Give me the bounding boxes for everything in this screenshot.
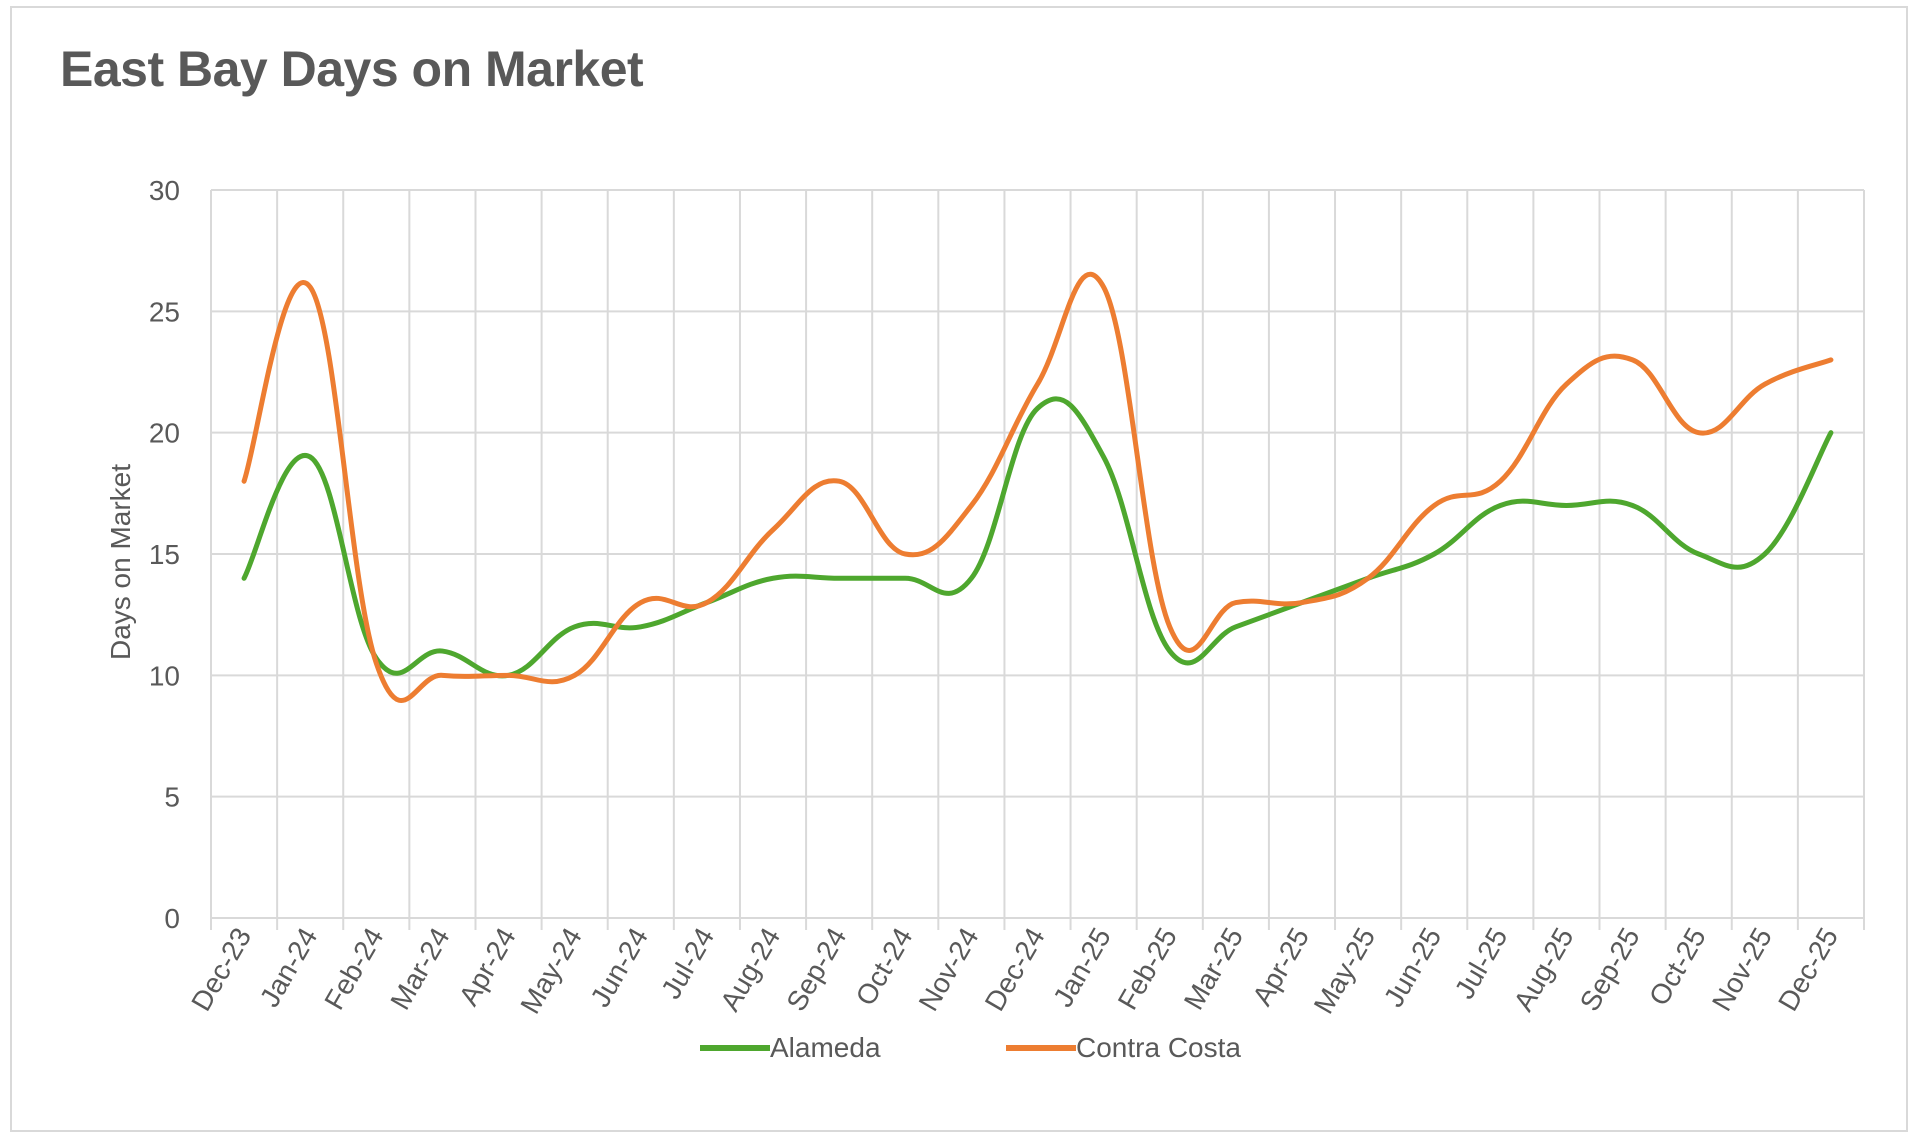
x-tick-label: Jul-25 bbox=[1449, 923, 1514, 1005]
x-tick-label: Dec-24 bbox=[979, 923, 1051, 1017]
x-tick-label: Jun-25 bbox=[1378, 923, 1448, 1013]
x-tick-label: Aug-25 bbox=[1508, 923, 1580, 1017]
legend-label: Contra Costa bbox=[1076, 1032, 1241, 1063]
x-tick-label: Oct-25 bbox=[1643, 923, 1712, 1011]
y-tick-label: 10 bbox=[149, 660, 180, 691]
x-tick-label: Nov-25 bbox=[1706, 923, 1778, 1017]
x-tick-label: Aug-24 bbox=[714, 923, 786, 1017]
x-tick-label: May-24 bbox=[514, 923, 588, 1019]
x-tick-label: Dec-23 bbox=[185, 923, 257, 1017]
gridlines bbox=[210, 189, 1865, 930]
x-tick-label: Jan-25 bbox=[1047, 923, 1117, 1013]
series-line-alameda bbox=[241, 396, 1834, 679]
chart-frame bbox=[10, 6, 1908, 1132]
y-tick-label: 5 bbox=[164, 782, 180, 813]
x-tick-label: Mar-24 bbox=[384, 923, 455, 1015]
legend-label: Alameda bbox=[770, 1032, 881, 1063]
x-tick-label: Jun-24 bbox=[584, 923, 654, 1013]
y-axis-ticks: 0 5 10 15 20 25 30 bbox=[149, 175, 180, 934]
x-tick-label: Apr-25 bbox=[1246, 923, 1315, 1011]
legend: Alameda Contra Costa bbox=[700, 1032, 1241, 1063]
x-tick-label: Sep-24 bbox=[780, 923, 852, 1017]
x-tick-label: May-25 bbox=[1308, 923, 1382, 1019]
y-tick-label: 20 bbox=[149, 418, 180, 449]
x-axis-ticks: Dec-23Jan-24Feb-24Mar-24Apr-24May-24Jun-… bbox=[185, 923, 1844, 1019]
chart-title: East Bay Days on Market bbox=[60, 41, 644, 97]
y-tick-label: 0 bbox=[164, 903, 180, 934]
x-tick-label: Jan-24 bbox=[254, 923, 324, 1013]
series-line-contra-costa bbox=[241, 271, 1834, 703]
x-tick-label: Nov-24 bbox=[913, 923, 985, 1017]
y-tick-label: 30 bbox=[149, 175, 180, 206]
x-tick-label: Mar-25 bbox=[1178, 923, 1249, 1015]
x-tick-label: Dec-25 bbox=[1772, 923, 1844, 1017]
y-tick-label: 15 bbox=[149, 539, 180, 570]
x-tick-label: Feb-25 bbox=[1112, 923, 1183, 1015]
x-tick-label: Oct-24 bbox=[850, 923, 919, 1011]
series-lines bbox=[241, 271, 1834, 703]
y-axis-label: Days on Market bbox=[105, 464, 136, 660]
x-tick-label: Sep-25 bbox=[1574, 923, 1646, 1017]
x-tick-label: Feb-24 bbox=[318, 923, 389, 1015]
x-tick-label: Apr-24 bbox=[453, 923, 522, 1011]
y-tick-label: 25 bbox=[149, 296, 180, 327]
x-tick-label: Jul-24 bbox=[655, 923, 720, 1005]
